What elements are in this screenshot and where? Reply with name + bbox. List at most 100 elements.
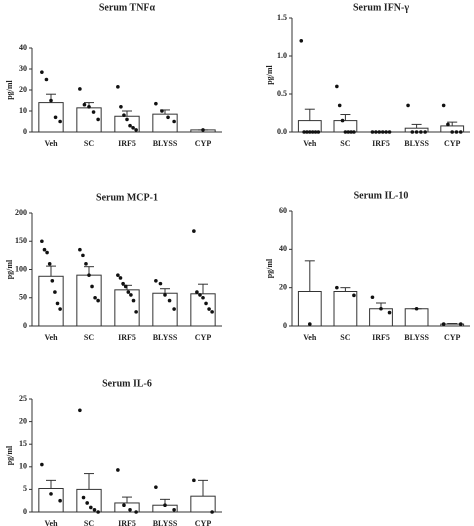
data-point <box>172 119 176 124</box>
data-point <box>87 105 91 109</box>
data-point <box>458 322 463 326</box>
chart-title: Serum MCP-1 <box>96 192 158 203</box>
data-point <box>96 298 100 303</box>
bar <box>404 308 429 327</box>
data-point <box>154 485 158 489</box>
y-axis-label: pg/ml <box>265 64 274 84</box>
data-point <box>370 130 375 134</box>
data-point <box>44 77 49 82</box>
y-tick-label: 20 <box>279 282 287 291</box>
data-point <box>116 85 120 89</box>
data-point <box>58 119 62 124</box>
data-point <box>40 462 44 467</box>
data-point <box>134 310 138 314</box>
data-point <box>89 505 93 510</box>
data-point <box>414 306 419 311</box>
data-point <box>47 262 52 266</box>
bar <box>190 495 216 513</box>
bar <box>38 102 64 133</box>
data-point <box>42 247 47 252</box>
data-point <box>126 290 131 294</box>
data-point <box>40 239 44 244</box>
y-tick-label: 25 <box>19 394 27 403</box>
y-tick-label: 200 <box>15 208 27 217</box>
bar <box>76 488 102 513</box>
data-point <box>40 70 44 74</box>
data-point <box>81 495 86 500</box>
y-tick-label: 10 <box>19 106 27 115</box>
x-tick-label: CYP <box>195 139 212 148</box>
data-point <box>128 123 132 128</box>
x-tick-label: Veh <box>44 519 58 526</box>
data-point <box>134 128 138 132</box>
x-tick-label: IRF5 <box>118 333 136 342</box>
y-tick-label: 60 <box>279 206 287 215</box>
y-tick-label: 100 <box>15 264 27 273</box>
data-point <box>53 115 58 120</box>
y-axis-label: pg/ml <box>5 79 14 99</box>
x-tick-label: CYP <box>195 333 212 342</box>
y-tick-label: 30 <box>19 64 27 73</box>
data-point <box>454 130 459 134</box>
data-point <box>85 501 89 505</box>
data-point <box>163 503 167 508</box>
x-tick-label: BLYSS <box>153 333 178 342</box>
data-point <box>313 130 318 134</box>
data-point <box>129 293 133 297</box>
x-tick-label: BLYSS <box>404 139 429 148</box>
data-point <box>204 301 208 306</box>
data-point <box>349 130 353 134</box>
chart-title: Serum IL-10 <box>354 190 409 201</box>
data-point <box>96 510 100 514</box>
y-tick-label: 20 <box>19 416 27 425</box>
data-point <box>116 273 120 277</box>
y-tick-label: 20 <box>19 85 27 94</box>
data-point <box>308 322 312 326</box>
data-point <box>201 295 205 300</box>
x-tick-label: SC <box>340 333 350 342</box>
data-point <box>121 281 125 286</box>
data-point <box>158 281 163 286</box>
x-tick-label: IRF5 <box>118 519 136 526</box>
y-tick-label: 0 <box>23 507 27 516</box>
data-point <box>78 87 82 91</box>
y-tick-label: 0.0 <box>277 127 287 136</box>
x-tick-label: IRF5 <box>372 333 390 342</box>
x-tick-label: SC <box>84 139 94 148</box>
data-point <box>87 273 91 277</box>
data-point <box>387 310 392 315</box>
data-point <box>201 128 205 132</box>
data-point <box>450 130 455 134</box>
data-point <box>302 130 306 134</box>
x-tick-label: SC <box>84 519 94 526</box>
data-point <box>172 507 176 512</box>
y-tick-label: 0 <box>283 321 287 330</box>
data-point <box>166 115 170 120</box>
data-point <box>78 408 82 413</box>
data-point <box>118 276 123 280</box>
y-tick-label: 10 <box>19 462 27 471</box>
y-axis-label: pg/ml <box>5 259 14 279</box>
x-tick-label: BLYSS <box>404 333 429 342</box>
data-point <box>192 478 196 483</box>
x-tick-label: CYP <box>195 519 212 526</box>
x-tick-label: Veh <box>44 139 58 148</box>
y-tick-label: 0 <box>23 321 27 330</box>
data-point <box>195 290 199 294</box>
data-point <box>96 117 100 122</box>
data-point <box>192 229 196 233</box>
y-tick-label: 1.5 <box>277 13 287 22</box>
data-point <box>134 510 138 514</box>
data-point <box>352 130 356 134</box>
y-axis-label: pg/ml <box>265 258 274 278</box>
data-point <box>49 98 53 103</box>
x-tick-label: Veh <box>303 333 317 342</box>
chart-title: Serum TNFα <box>99 2 156 13</box>
data-point <box>198 293 202 297</box>
data-point <box>122 113 126 117</box>
data-point <box>91 110 96 114</box>
data-point <box>343 130 348 134</box>
chart-title: Serum IFN-γ <box>353 2 409 13</box>
